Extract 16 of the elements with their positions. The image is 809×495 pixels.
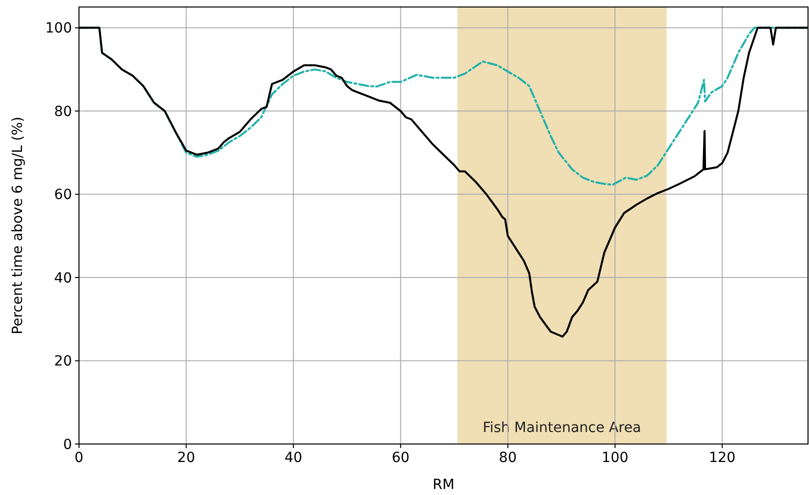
x-axis-title: RM: [432, 477, 454, 493]
y-tick-label: 40: [54, 270, 72, 286]
x-tick-label: 100: [602, 450, 628, 466]
x-tick-label: 0: [74, 450, 84, 466]
x-tick-label: 120: [708, 450, 736, 466]
y-tick-label: 60: [54, 187, 72, 204]
x-tick-label: 40: [284, 450, 302, 466]
y-tick-label: 100: [45, 20, 72, 37]
x-tick-label: 60: [392, 450, 410, 466]
band-label: Fish Maintenance Area: [482, 420, 642, 436]
x-tick-label: 20: [177, 450, 196, 466]
y-tick-label: 80: [54, 104, 72, 120]
x-tick-label: 80: [498, 450, 517, 466]
y-tick-label: 0: [63, 436, 72, 453]
y-tick-label: 20: [54, 354, 72, 370]
y-axis-title: Percent time above 6 mg/L (%): [10, 116, 26, 334]
